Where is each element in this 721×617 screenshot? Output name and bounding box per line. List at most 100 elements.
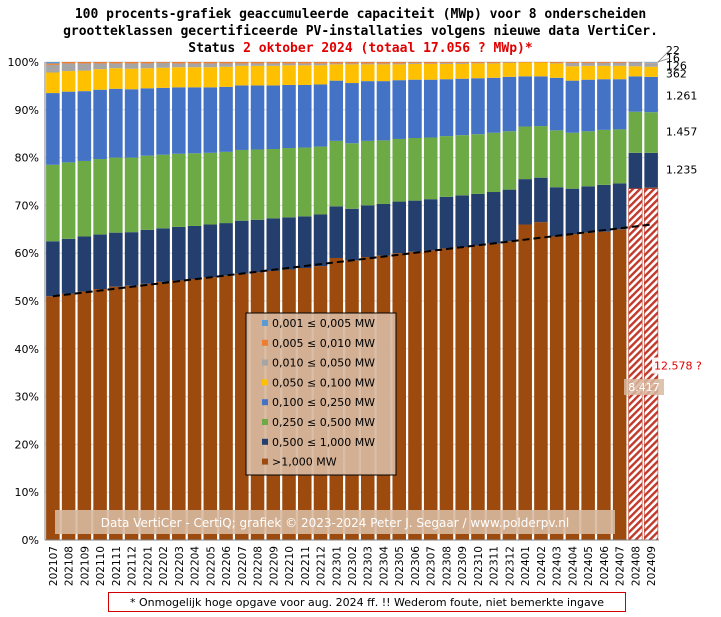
x-tick-label: 202306 <box>410 546 422 586</box>
bar-segment <box>423 62 438 64</box>
value-label: 362 <box>666 67 687 80</box>
bar-segment <box>313 84 328 147</box>
bar-segment <box>46 64 60 73</box>
bar-segment <box>518 62 532 77</box>
bar-segment <box>140 88 155 156</box>
bar-segment <box>471 245 485 540</box>
bar-segment <box>408 138 422 201</box>
bar-segment <box>250 63 265 66</box>
bar-segment <box>250 219 265 273</box>
bar-segment <box>77 62 92 64</box>
x-tick-label: 202404 <box>567 546 579 586</box>
bar-segment <box>46 93 60 165</box>
y-tick-label: 60% <box>15 247 39 260</box>
bar-segment <box>235 220 249 274</box>
bar-segment <box>140 68 155 89</box>
bar-segment <box>156 281 170 540</box>
bar-segment <box>392 80 407 139</box>
bar-segment <box>534 62 548 77</box>
bar-segment <box>203 67 218 88</box>
bar-segment <box>376 140 391 204</box>
bar-segment <box>439 196 454 249</box>
bar-segment <box>345 208 359 261</box>
legend-entry: 0,250 ≤ 0,500 MW <box>272 416 375 429</box>
bar-segment <box>360 140 375 206</box>
y-tick-label: 40% <box>15 343 39 356</box>
y-tick-label: 70% <box>15 199 39 212</box>
bar-segment <box>471 63 485 79</box>
bar-segment <box>77 291 92 540</box>
bar-segment <box>93 62 107 64</box>
bar-segment <box>266 65 281 86</box>
bar-segment <box>423 63 438 80</box>
value-label: 126 <box>666 59 687 72</box>
bar-segment <box>187 87 202 154</box>
legend-entry: 0,500 ≤ 1,000 MW <box>272 436 375 449</box>
x-tick-label: 202409 <box>646 546 658 586</box>
bar-segment <box>140 155 155 230</box>
bar-segment <box>93 289 107 540</box>
bar-segment <box>549 77 564 131</box>
bar-segment <box>628 76 643 112</box>
bar-segment <box>376 203 391 256</box>
bar-segment <box>345 63 359 65</box>
credit-text: Data VertiCer - CertiQ; grafiek © 2023-2… <box>101 516 570 530</box>
bar-segment <box>597 129 611 185</box>
legend-swatch <box>262 419 268 425</box>
bar-segment <box>565 66 580 81</box>
bar-segment <box>140 62 155 64</box>
bar-segment <box>77 236 92 292</box>
bar-segment <box>597 231 611 540</box>
bar-segment <box>455 62 469 63</box>
bar-segment <box>203 63 218 68</box>
bar-segment <box>313 63 328 66</box>
x-tick-label: 202401 <box>520 546 532 586</box>
bar-segment <box>597 62 611 66</box>
bar-segment <box>486 77 501 133</box>
value-label: 16 <box>666 52 680 65</box>
x-tick-label: 202403 <box>552 546 564 586</box>
bar-segment <box>109 62 123 64</box>
bar-segment <box>187 153 202 226</box>
bar-segment <box>565 132 580 189</box>
y-tick-label: 20% <box>15 438 39 451</box>
bar-segment <box>93 234 107 290</box>
bar-segment <box>329 64 344 81</box>
x-tick-label: 202203 <box>174 546 186 586</box>
bar-segment <box>408 62 422 63</box>
bar-segment <box>408 200 422 252</box>
legend-swatch <box>262 359 268 366</box>
legend-entry: 0,100 ≤ 0,250 MW <box>272 396 375 409</box>
bar-segment <box>266 148 281 219</box>
x-tick-label: 202204 <box>190 546 202 586</box>
bar-segment <box>360 205 375 258</box>
legend-entry: 0,010 ≤ 0,050 MW <box>272 357 375 370</box>
legend-swatch <box>262 339 268 346</box>
bar-segment <box>46 72 60 94</box>
bar-segment <box>565 234 580 540</box>
bar-segment <box>172 226 186 281</box>
bar-segment <box>124 63 139 69</box>
x-tick-label: 202305 <box>394 546 406 586</box>
bar-segment <box>534 177 548 223</box>
bar-segment <box>140 63 155 69</box>
bar-segment <box>297 216 312 269</box>
bar-segment <box>124 89 139 158</box>
x-tick-label: 202107 <box>48 546 60 586</box>
bar-segment <box>235 149 249 221</box>
bar-segment <box>439 62 454 63</box>
bar-segment <box>376 81 391 141</box>
bar-segment <box>581 62 595 63</box>
bar-segment <box>109 68 123 89</box>
bar-segment <box>612 62 627 63</box>
bar-segment <box>203 87 218 153</box>
bar-segment <box>455 135 469 196</box>
bar-segment <box>329 140 344 207</box>
bar-segment <box>612 65 627 80</box>
bar-segment <box>408 63 422 80</box>
bar-segment <box>628 62 643 67</box>
x-tick-label: 202202 <box>158 546 170 586</box>
x-tick-label: 202209 <box>268 546 280 586</box>
